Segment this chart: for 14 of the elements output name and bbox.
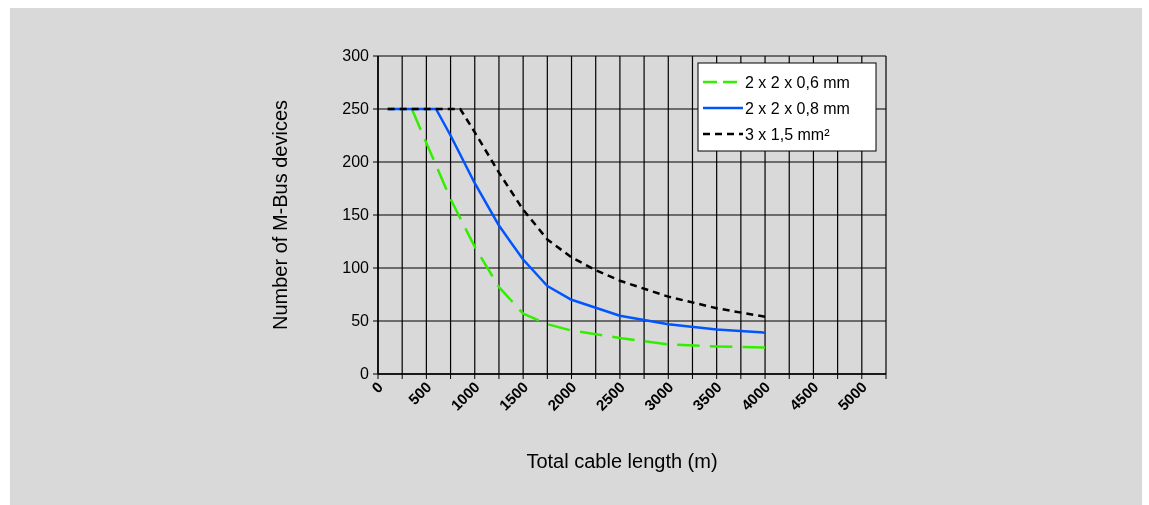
x-axis-title: Total cable length (m)	[526, 450, 718, 472]
y-tick-label: 200	[342, 153, 370, 170]
x-tick-label: 0	[368, 378, 387, 397]
x-tick-label: 500	[404, 378, 435, 408]
legend-label: 3 x 1,5 mm²	[745, 126, 831, 143]
y-tick-label: 50	[351, 312, 370, 329]
legend-label: 2 x 2 x 0,6 mm	[745, 74, 850, 91]
y-tick-label: 100	[342, 259, 370, 276]
legend-label: 2 x 2 x 0,8 mm	[745, 100, 850, 117]
y-tick-label: 300	[342, 47, 370, 64]
y-tick-label: 0	[360, 365, 370, 382]
y-axis-title: Number of M-Bus devices	[269, 99, 291, 331]
y-tick-label: 250	[342, 100, 370, 117]
y-tick-label: 150	[342, 206, 370, 223]
